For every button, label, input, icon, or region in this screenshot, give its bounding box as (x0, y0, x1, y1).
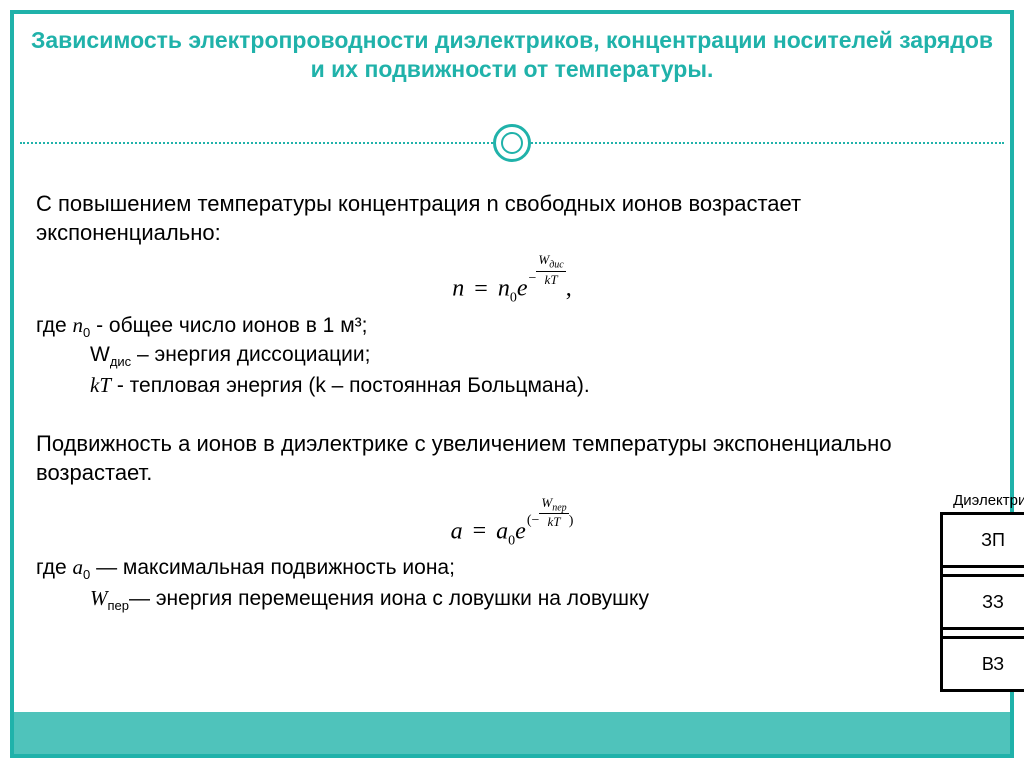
f1-lhs: n (452, 276, 464, 302)
where-block-1: где n0 - общее число ионов в 1 м³; Wдис … (36, 311, 988, 401)
where-line-2: Wдис – энергия диссоциации; (36, 341, 988, 371)
decorative-circle (493, 124, 531, 162)
f1-eq: = (470, 276, 492, 302)
f1-base-sub: 0 (510, 291, 517, 306)
f2-lhs: a (451, 518, 463, 544)
where-line-1: где n0 - общее число ионов в 1 м³; (36, 311, 988, 342)
decorative-circle-inner (501, 132, 523, 154)
f1-tail: , (566, 276, 572, 302)
where-label: где (36, 314, 67, 337)
w5-txt: — энергия перемещения иона с ловушки на … (129, 587, 649, 610)
content-area: С повышением температуры концентрация n … (36, 190, 988, 614)
where-line-3: kT - тепловая энергия (k – постоянная Бо… (36, 371, 988, 400)
f2-e: e (515, 518, 526, 544)
f2-lparen: (− (526, 513, 540, 528)
bottom-band (14, 712, 1010, 754)
f2-base: a (496, 518, 508, 544)
diagram-cell-0: ЗП (943, 515, 1024, 565)
diagram-label: Диэлектрик (940, 492, 1024, 509)
w3-sym: kT (90, 373, 111, 397)
f2-eq: = (469, 518, 491, 544)
f2-num-sub: пер (552, 502, 566, 513)
w2-txt: – энергия диссоциации; (131, 343, 370, 366)
w5-sym: W (90, 586, 108, 610)
diagram-boxes: ЗП ЗЗ ВЗ (940, 512, 1024, 692)
w2-sym: W (90, 343, 110, 366)
w2-sub: дис (110, 355, 131, 370)
where-label-2: где (36, 556, 67, 579)
f1-e: e (517, 276, 528, 302)
diagram-cell-1: ЗЗ (943, 577, 1024, 627)
w4-txt: — максимальная подвижность иона; (90, 556, 455, 579)
w5-sub: пер (108, 598, 130, 613)
f1-num-W: W (538, 252, 549, 267)
f2-rparen: ) (569, 513, 574, 528)
f1-base: n (498, 276, 510, 302)
f2-exp-frac: WперkT (539, 496, 568, 529)
where-line-5: Wпер— энергия перемещения иона с ловушки… (36, 584, 988, 615)
diagram-sep-0 (943, 565, 1024, 577)
formula-1: n = n0e−WдисkT, (36, 253, 988, 306)
f2-den: kT (539, 514, 568, 528)
w4-sym: a (73, 555, 84, 579)
band-diagram: Диэлектрик ЗП ЗЗ ВЗ (940, 492, 1024, 692)
f1-den: kT (536, 272, 565, 286)
f1-num-sub: дис (549, 260, 564, 271)
f1-minus: − (527, 271, 536, 286)
slide-title: Зависимость электропроводности диэлектри… (30, 26, 994, 84)
diagram-cell-2: ВЗ (943, 639, 1024, 689)
formula-2: a = a0e(−WперkT) (36, 496, 988, 549)
where-block-2: где a0 — максимальная подвижность иона; … (36, 553, 988, 614)
w1-txt: - общее число ионов в 1 м³; (90, 314, 367, 337)
paragraph-1: С повышением температуры концентрация n … (36, 190, 988, 247)
w3-txt: - тепловая энергия (k – постоянная Больц… (111, 374, 590, 397)
where-line-4: где a0 — максимальная подвижность иона; (36, 553, 988, 584)
paragraph-2: Подвижность а ионов в диэлектрике с увел… (36, 430, 988, 487)
f1-exp-frac: WдисkT (536, 253, 565, 286)
diagram-sep-1 (943, 627, 1024, 639)
w1-sym: n (73, 313, 84, 337)
f2-num-W: W (541, 495, 552, 510)
